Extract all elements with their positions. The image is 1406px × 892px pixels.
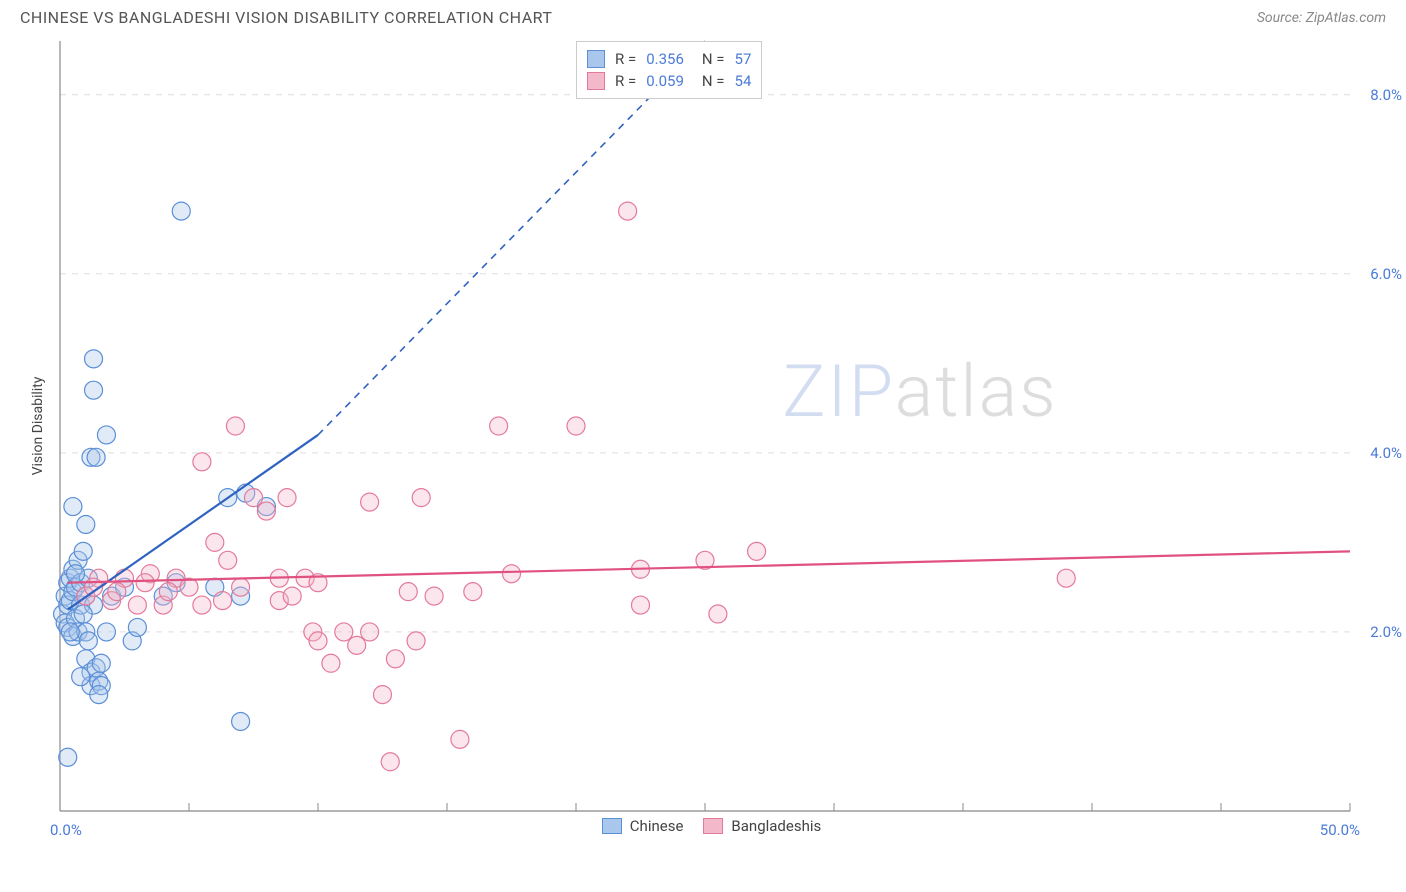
marker-bangla	[108, 583, 126, 601]
marker-chinese	[90, 686, 108, 704]
marker-bangla	[490, 417, 508, 435]
y-tick-label: 2.0%	[1370, 623, 1402, 641]
marker-bangla	[399, 583, 417, 601]
legend-item-chinese: Chinese	[602, 817, 684, 835]
marker-bangla	[386, 650, 404, 668]
x-tick-label-min: 0.0%	[50, 821, 82, 839]
marker-chinese	[172, 202, 190, 220]
marker-bangla	[619, 202, 637, 220]
marker-chinese	[59, 748, 77, 766]
marker-bangla	[451, 730, 469, 748]
marker-bangla	[503, 565, 521, 583]
marker-bangla	[206, 533, 224, 551]
n-value-chinese: 57	[735, 50, 752, 68]
marker-bangla	[136, 574, 154, 592]
marker-bangla	[748, 542, 766, 560]
stats-legend: R = 0.356 N = 57 R = 0.059 N = 54	[576, 41, 762, 99]
marker-chinese	[128, 618, 146, 636]
marker-chinese	[64, 498, 82, 516]
marker-chinese	[74, 605, 92, 623]
marker-bangla	[193, 453, 211, 471]
r-label: R =	[615, 50, 636, 68]
marker-bangla	[257, 502, 275, 520]
marker-bangla	[283, 587, 301, 605]
y-tick-label: 8.0%	[1370, 86, 1402, 104]
marker-chinese	[85, 381, 103, 399]
marker-chinese	[74, 542, 92, 560]
marker-bangla	[214, 592, 232, 610]
scatter-plot: 2.0%4.0%6.0%8.0%0.0%50.0%R =0.356N =57R …	[60, 41, 1350, 811]
marker-bangla	[1057, 569, 1075, 587]
marker-chinese	[87, 448, 105, 466]
series-legend: Chinese Bangladeshis	[602, 817, 821, 835]
marker-bangla	[226, 417, 244, 435]
y-tick-label: 6.0%	[1370, 265, 1402, 283]
legend-swatch-chinese	[602, 818, 622, 834]
marker-bangla	[232, 578, 250, 596]
marker-bangla	[632, 596, 650, 614]
marker-bangla	[374, 686, 392, 704]
marker-chinese	[77, 515, 95, 533]
y-tick-label: 4.0%	[1370, 444, 1402, 462]
marker-chinese	[92, 654, 110, 672]
marker-bangla	[245, 489, 263, 507]
legend-swatch-bangla	[703, 818, 723, 834]
marker-bangla	[361, 493, 379, 511]
marker-chinese	[97, 426, 115, 444]
marker-bangla	[407, 632, 425, 650]
swatch-chinese	[587, 50, 605, 68]
n-label: N =	[702, 72, 725, 90]
marker-bangla	[425, 587, 443, 605]
stats-row-bangla: R = 0.059 N = 54	[587, 70, 751, 92]
n-label: N =	[702, 50, 725, 68]
legend-label-chinese: Chinese	[630, 817, 684, 835]
marker-bangla	[412, 489, 430, 507]
marker-bangla	[361, 623, 379, 641]
r-value-bangla: 0.059	[646, 72, 684, 90]
marker-chinese	[66, 565, 84, 583]
marker-bangla	[322, 654, 340, 672]
trendline-dash-chinese	[318, 41, 705, 435]
marker-chinese	[85, 350, 103, 368]
legend-item-bangla: Bangladeshis	[703, 817, 821, 835]
marker-bangla	[567, 417, 585, 435]
marker-bangla	[193, 596, 211, 614]
marker-bangla	[278, 489, 296, 507]
marker-chinese	[72, 668, 90, 686]
marker-bangla	[335, 623, 353, 641]
legend-label-bangla: Bangladeshis	[731, 817, 821, 835]
marker-bangla	[128, 596, 146, 614]
marker-bangla	[464, 583, 482, 601]
swatch-bangla	[587, 72, 605, 90]
marker-bangla	[381, 753, 399, 771]
chart-title: CHINESE VS BANGLADESHI VISION DISABILITY…	[20, 8, 552, 27]
marker-bangla	[159, 583, 177, 601]
x-tick-label-max: 50.0%	[1320, 821, 1360, 839]
marker-bangla	[709, 605, 727, 623]
marker-bangla	[309, 632, 327, 650]
marker-chinese	[232, 712, 250, 730]
marker-chinese	[79, 632, 97, 650]
r-value-chinese: 0.356	[646, 50, 684, 68]
marker-bangla	[348, 636, 366, 654]
source-attribution: Source: ZipAtlas.com	[1257, 10, 1386, 26]
marker-chinese	[61, 623, 79, 641]
stats-row-chinese: R = 0.356 N = 57	[587, 48, 751, 70]
n-value-bangla: 54	[735, 72, 752, 90]
y-axis-label: Vision Disability	[30, 377, 46, 476]
r-label: R =	[615, 72, 636, 90]
marker-bangla	[219, 551, 237, 569]
marker-chinese	[97, 623, 115, 641]
